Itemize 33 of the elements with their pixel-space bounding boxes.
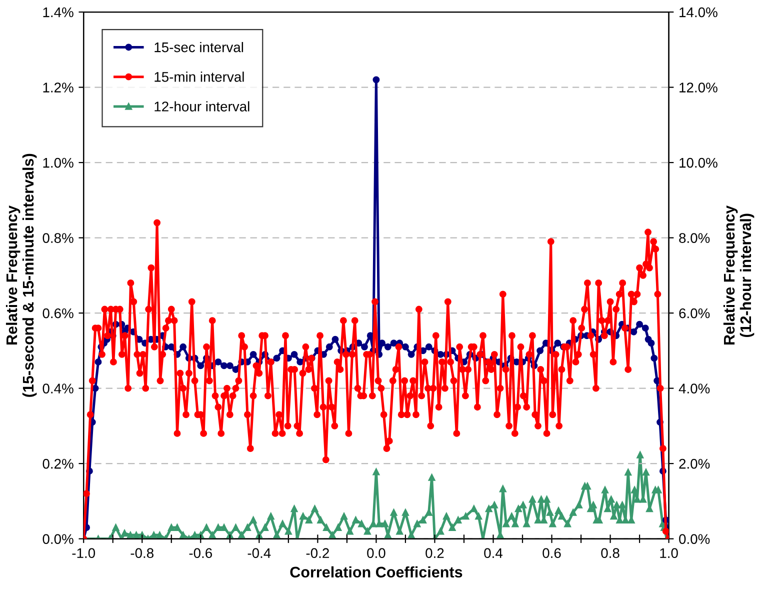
x-tick-label: 0.0 xyxy=(367,548,386,558)
y2-tick-label: 10.0% xyxy=(680,158,718,168)
y2-tick-label: 2.0% xyxy=(679,458,710,469)
x-tick-label: -1.0 xyxy=(72,548,96,558)
legend-label: 15-sec interval xyxy=(154,42,244,52)
y-tick-label: 0.6% xyxy=(42,308,74,318)
x-tick-label: 0.6 xyxy=(542,548,561,558)
x-tick-label: 0.8 xyxy=(601,548,620,558)
x-axis-title: Correlation Coefficients xyxy=(290,566,462,578)
y-tick-label: 0.8% xyxy=(42,233,74,243)
x-tick-label: -0.6 xyxy=(189,548,212,558)
y2-tick-label: 14.0% xyxy=(680,7,718,18)
x-tick-label: 0.2 xyxy=(426,548,444,558)
y-tick-label: 1.2% xyxy=(43,82,74,92)
y2-tick-label: 6.0% xyxy=(679,308,710,318)
x-tick-label: 1.0 xyxy=(660,548,678,558)
y2-tick-label: 8.0% xyxy=(679,233,710,243)
y2-tick-label: 12.0% xyxy=(680,82,718,92)
legend-label: 12-hour interval xyxy=(154,101,250,112)
y-tick-label: 0.0% xyxy=(42,534,74,544)
y-tick-label: 1.0% xyxy=(43,158,74,168)
x-tick-label: -0.8 xyxy=(130,548,154,558)
y-tick-label: 0.2% xyxy=(42,458,74,469)
y-tick-label: 1.4% xyxy=(43,7,74,18)
x-tick-label: 0.4 xyxy=(484,548,502,558)
x-tick-label: -0.4 xyxy=(248,548,271,558)
x-tick-label: -0.2 xyxy=(306,548,329,558)
y2-tick-label: 0.0% xyxy=(679,534,710,544)
y2-tick-label: 4.0% xyxy=(678,384,710,394)
y-axis-title: Relative Frequency (15-second & 15-minute intervals) xyxy=(6,154,37,397)
y2-axis-title: Relative Frequency (12-hour interval) xyxy=(723,205,754,344)
y-tick-label: 0.4% xyxy=(42,384,74,394)
legend-label: 15-min interval xyxy=(154,72,244,82)
